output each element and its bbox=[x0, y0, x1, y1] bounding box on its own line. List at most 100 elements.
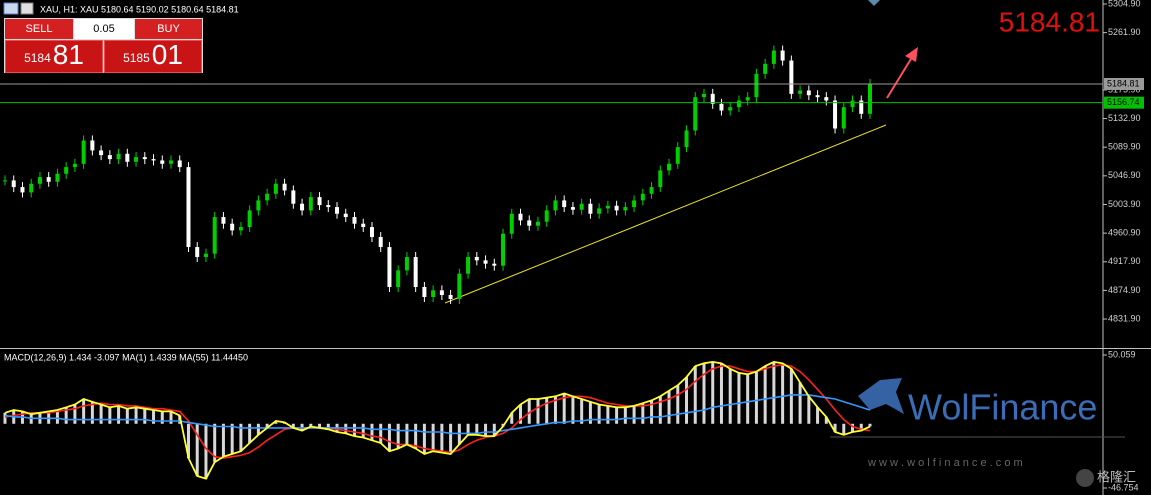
macd-bar bbox=[361, 423, 365, 438]
candle-body bbox=[396, 270, 401, 287]
macd-bar bbox=[213, 423, 217, 463]
candle-body bbox=[806, 90, 811, 96]
candle-body bbox=[780, 50, 785, 61]
candle-body bbox=[134, 157, 139, 162]
price-label-box bbox=[1104, 77, 1144, 90]
macd-bar bbox=[746, 374, 750, 424]
candle-body bbox=[369, 227, 374, 238]
macd-bar bbox=[318, 423, 322, 428]
buy-price[interactable]: 5185 01 bbox=[104, 40, 202, 73]
macd-bar bbox=[422, 423, 426, 454]
trend-line bbox=[444, 124, 887, 304]
candle-body bbox=[474, 257, 479, 261]
y-tick-label: 5003.90 bbox=[1108, 199, 1141, 209]
macd-bar bbox=[553, 396, 557, 424]
candle-body bbox=[597, 208, 602, 214]
buy-main: 5185 bbox=[123, 51, 150, 65]
y-tick-label: 4960.90 bbox=[1108, 227, 1141, 237]
candle-body bbox=[684, 130, 689, 148]
macd-bar bbox=[108, 407, 112, 424]
macd-bar bbox=[484, 423, 488, 437]
candle-body bbox=[483, 260, 488, 264]
big-price: 5184.81 bbox=[999, 6, 1100, 37]
candle-body bbox=[789, 60, 794, 94]
candle-body bbox=[719, 103, 724, 111]
volume-input[interactable]: 0.05 bbox=[74, 19, 134, 39]
price-label: 5156.74 bbox=[1107, 97, 1140, 107]
candle-body bbox=[282, 183, 287, 191]
macd-bar bbox=[536, 399, 540, 424]
y-tick-label: 5304.90 bbox=[1108, 0, 1141, 8]
arrow-head bbox=[905, 47, 918, 62]
macd-bar bbox=[859, 423, 863, 431]
candle-body bbox=[64, 167, 69, 174]
shift-marker bbox=[868, 0, 880, 6]
macd-bar bbox=[291, 423, 295, 428]
candle-body bbox=[72, 163, 77, 168]
price-label-box bbox=[1104, 96, 1144, 109]
buy-button[interactable]: BUY bbox=[135, 19, 202, 39]
candle-body bbox=[728, 107, 733, 111]
watermark-url: w w w . w o l f i n a n c e . c o m bbox=[867, 457, 1023, 469]
y-tick-label: 5261.90 bbox=[1108, 27, 1141, 37]
candle-body bbox=[343, 213, 348, 218]
sell-pips: 81 bbox=[52, 39, 84, 70]
candle-body bbox=[125, 153, 130, 162]
candle-body bbox=[212, 217, 217, 254]
candle-body bbox=[614, 205, 619, 211]
candle-body bbox=[81, 140, 86, 164]
candle-body bbox=[247, 210, 252, 228]
macd-bar bbox=[632, 405, 636, 424]
candle-body bbox=[431, 290, 436, 297]
macd-bar bbox=[702, 363, 706, 424]
candle-body bbox=[230, 223, 235, 231]
macd-bar bbox=[580, 399, 584, 424]
candle-body bbox=[553, 200, 558, 211]
macd-bar bbox=[64, 407, 68, 424]
y-tick-label: 50.059 bbox=[1108, 349, 1136, 359]
candle-body bbox=[378, 237, 383, 248]
candle-body bbox=[37, 177, 42, 184]
candle-body bbox=[169, 160, 174, 164]
candle-body bbox=[160, 160, 165, 164]
macd-bar bbox=[387, 423, 391, 452]
candle-body bbox=[308, 197, 313, 211]
macd-bar bbox=[833, 423, 837, 433]
sell-price[interactable]: 5184 81 bbox=[5, 40, 103, 73]
macd-bar bbox=[606, 405, 610, 424]
candle-body bbox=[221, 217, 226, 224]
sell-button[interactable]: SELL bbox=[5, 19, 73, 39]
candle-body bbox=[457, 273, 462, 299]
macd-bar bbox=[169, 411, 173, 424]
candle-body bbox=[116, 153, 121, 160]
macd-bar bbox=[125, 408, 129, 424]
candle-body bbox=[387, 247, 392, 287]
candle-body bbox=[833, 100, 838, 129]
macd-bar bbox=[737, 372, 741, 424]
candle-body bbox=[300, 203, 305, 211]
macd-bar bbox=[431, 423, 435, 452]
macd-bar bbox=[3, 412, 7, 424]
candle-body bbox=[46, 177, 51, 182]
macd-bar bbox=[256, 423, 260, 435]
candle-body bbox=[404, 257, 409, 271]
candle-body bbox=[466, 257, 471, 274]
macd-bar bbox=[90, 401, 94, 424]
macd-bar bbox=[728, 368, 732, 424]
candle-body bbox=[518, 213, 523, 221]
candle-body bbox=[256, 200, 261, 211]
candle-body bbox=[710, 93, 715, 104]
candle-body bbox=[55, 173, 60, 182]
macd-bar bbox=[82, 399, 86, 424]
y-tick-label: 5089.90 bbox=[1108, 142, 1141, 152]
y-tick-label: 4874.90 bbox=[1108, 285, 1141, 295]
macd-line bbox=[4, 394, 871, 435]
macd-bar bbox=[160, 411, 164, 424]
candle-body bbox=[588, 203, 593, 214]
macd-bar bbox=[265, 423, 269, 428]
candle-body bbox=[745, 97, 750, 101]
macd-bar bbox=[816, 407, 820, 424]
macd-bar bbox=[711, 361, 715, 424]
candle-body bbox=[763, 63, 768, 74]
